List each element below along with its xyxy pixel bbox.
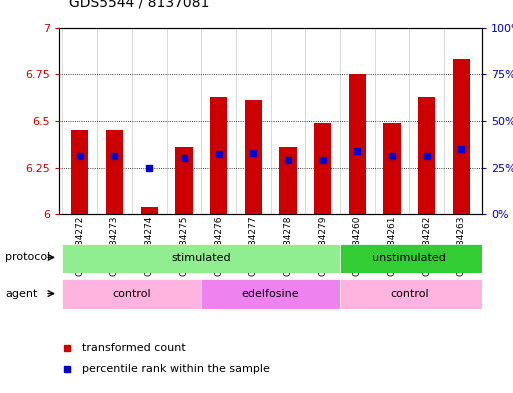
Bar [63,279,201,309]
Bar [245,100,262,214]
Bar [418,97,436,214]
Bar [71,130,88,214]
Bar [201,279,340,309]
Bar [383,123,401,214]
Bar [63,244,340,273]
Bar [106,130,123,214]
Text: edelfosine: edelfosine [242,289,300,299]
Text: unstimulated: unstimulated [372,253,446,263]
Bar [314,123,331,214]
Text: percentile rank within the sample: percentile rank within the sample [82,364,270,374]
Bar [175,147,192,214]
Bar [210,97,227,214]
Bar [349,74,366,214]
Text: control: control [390,289,429,299]
Bar [279,147,297,214]
Text: control: control [112,289,151,299]
Bar [340,244,482,273]
Text: agent: agent [5,288,37,299]
Text: protocol: protocol [5,252,50,263]
Text: GDS5544 / 8137081: GDS5544 / 8137081 [69,0,210,10]
Bar [141,207,158,214]
Text: transformed count: transformed count [82,343,186,353]
Bar [340,279,482,309]
Bar [453,59,470,214]
Text: stimulated: stimulated [171,253,231,263]
